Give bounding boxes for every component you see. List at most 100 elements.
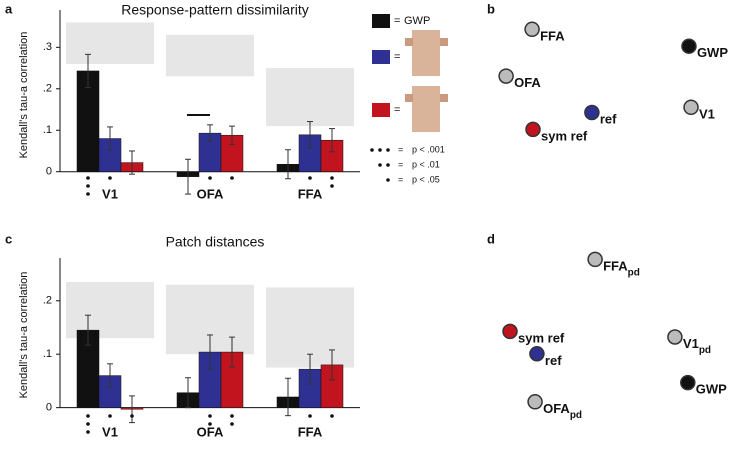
significance-dot xyxy=(86,176,90,180)
significance-dot xyxy=(330,176,334,180)
error-bar xyxy=(107,126,113,151)
legend-equals: = xyxy=(398,144,403,154)
significance-dot xyxy=(308,176,312,180)
legend-equals: = xyxy=(398,174,403,184)
error-bar xyxy=(285,377,291,417)
legend-equals: = xyxy=(394,104,400,116)
error-bar xyxy=(329,349,335,381)
point-label: FFApd xyxy=(603,259,640,278)
point xyxy=(525,121,541,138)
error-bar xyxy=(229,125,235,145)
legend-label: p < .001 xyxy=(412,144,445,154)
point xyxy=(502,323,518,340)
point-label-text: GWP xyxy=(696,382,727,397)
point-label-text: OFA xyxy=(514,76,541,91)
point-label-text: ref xyxy=(545,353,562,368)
point xyxy=(587,251,603,268)
panel-letter: d xyxy=(487,231,495,246)
significance-dot xyxy=(108,414,112,418)
x-tick-label: FFA xyxy=(298,424,323,439)
y-axis-label: Kendall's tau-a correlation xyxy=(18,272,30,399)
error-bar xyxy=(85,314,91,346)
error-bar xyxy=(307,353,313,385)
error-bar xyxy=(285,149,291,180)
error-bar xyxy=(185,377,191,409)
legend-swatch xyxy=(372,103,390,117)
significance-dot xyxy=(330,414,334,418)
x-tick-label: FFA xyxy=(298,186,323,201)
error-bar xyxy=(207,334,213,370)
y-tick-label: .1 xyxy=(43,348,52,360)
significance-dot xyxy=(86,414,90,418)
point-label-text: FFA xyxy=(540,29,565,44)
legend-label: GWP xyxy=(404,15,430,27)
point-label-text: GWP xyxy=(697,46,728,61)
noise-ceiling xyxy=(166,34,254,77)
significance-dot xyxy=(208,176,212,180)
comparison-lines xyxy=(88,34,210,324)
legend-dot xyxy=(378,163,382,167)
significance-dot xyxy=(308,414,312,418)
point-label-text: FFA xyxy=(603,259,628,274)
significance-dot xyxy=(230,176,234,180)
point-label: sym ref xyxy=(518,331,565,346)
legend-equals: = xyxy=(394,15,400,27)
y-tick-label: .1 xyxy=(43,124,52,136)
point-label: FFA xyxy=(540,29,565,44)
point-label-text: V1 xyxy=(699,107,715,122)
point xyxy=(667,329,683,345)
point-label: GWP xyxy=(697,46,728,61)
point xyxy=(680,374,696,391)
point-label: ref xyxy=(600,112,617,127)
point xyxy=(681,38,697,54)
legend-dot xyxy=(386,163,390,167)
point-label-text: sym ref xyxy=(518,331,565,346)
noise-ceiling xyxy=(66,282,154,339)
significance-dot xyxy=(86,184,90,188)
point-label: OFA xyxy=(514,76,541,91)
error-bar xyxy=(229,336,235,368)
legend-equals: = xyxy=(394,51,400,63)
panel-letter: c xyxy=(5,231,12,246)
legend-dot xyxy=(386,178,390,182)
point xyxy=(524,21,540,38)
significance-dot xyxy=(108,176,112,180)
chart-title: Response-pattern dissimilarity xyxy=(121,2,309,18)
panel-letter: b xyxy=(487,1,495,16)
legend-dot xyxy=(378,148,382,152)
y-tick-label: .3 xyxy=(43,41,52,53)
point xyxy=(527,394,543,410)
point-label-sub: pd xyxy=(699,345,711,356)
error-bar xyxy=(107,363,113,388)
x-tick-label: OFA xyxy=(197,186,224,201)
point-label-text: OFA xyxy=(543,401,570,416)
point-label: GWP xyxy=(696,382,727,397)
x-tick-label: V1 xyxy=(102,424,118,439)
point-label-sub: pd xyxy=(628,267,640,278)
error-bar xyxy=(185,158,191,195)
significance-dot xyxy=(86,192,90,196)
point-label-text: V1 xyxy=(683,336,699,351)
point xyxy=(683,99,699,116)
error-bar xyxy=(85,53,91,89)
noise-ceiling xyxy=(66,22,154,64)
significance-dot xyxy=(330,184,334,188)
panel-letter: a xyxy=(5,1,13,16)
y-axis-label: Kendall's tau-a correlation xyxy=(18,32,30,159)
legend-equals: = xyxy=(398,159,403,169)
point-label-text: sym ref xyxy=(541,129,588,144)
y-tick-label: 0 xyxy=(46,166,52,178)
point xyxy=(498,68,514,84)
point xyxy=(529,346,545,362)
significance-dot xyxy=(130,414,134,418)
point-label: ref xyxy=(545,353,562,368)
point xyxy=(584,104,600,121)
noise-ceiling xyxy=(266,68,354,127)
x-tick-label: V1 xyxy=(102,186,118,201)
error-bar xyxy=(307,121,313,149)
point-label-sub: pd xyxy=(570,409,582,420)
legend-label: p < .05 xyxy=(412,174,440,184)
y-tick-label: .2 xyxy=(43,295,52,307)
point-label: V1pd xyxy=(683,336,711,355)
significance-dot xyxy=(230,414,234,418)
